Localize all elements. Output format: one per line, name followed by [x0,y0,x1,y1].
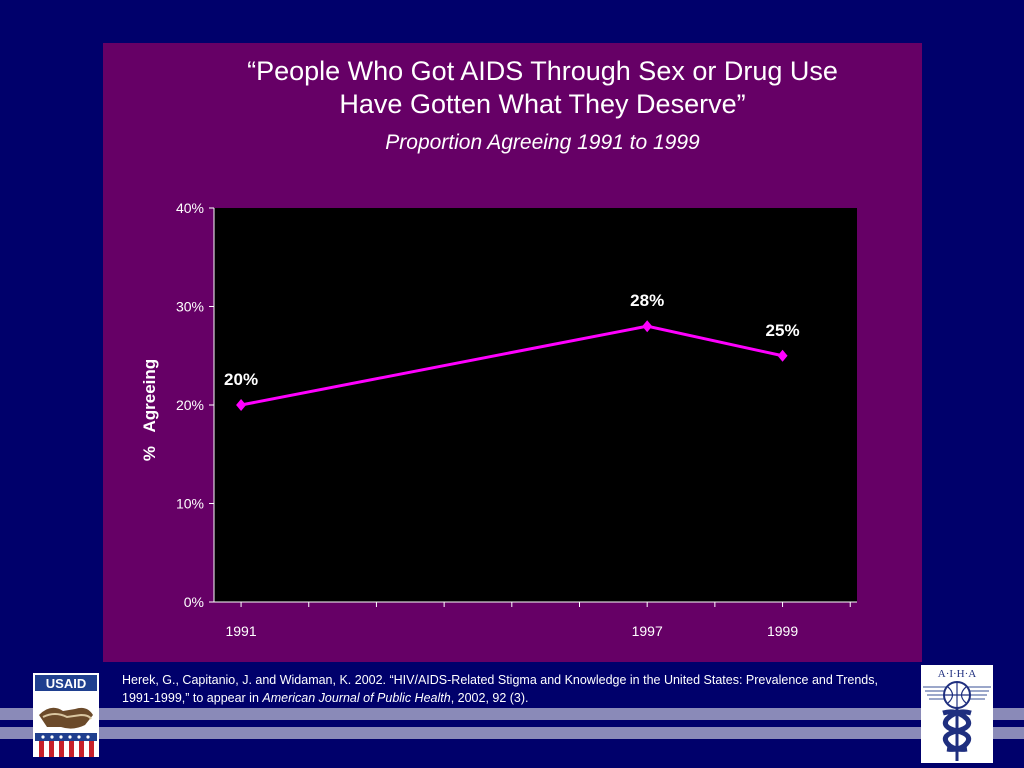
chart-title-line-2: Have Gotten What They Deserve” [339,89,746,119]
data-label: 28% [630,291,664,310]
citation-text: Herek, G., Capitanio, J. and Widaman, K.… [122,673,878,705]
plot-area [214,208,857,602]
y-tick-label: 10% [176,496,204,512]
x-tick-label: 1997 [632,623,663,639]
data-point [642,320,653,333]
y-tick-label: 30% [176,299,204,315]
y-tick-label: 0% [184,594,204,610]
citation-text-end: , 2002, 92 (3). [450,691,529,705]
data-point [777,349,788,362]
footer-band-bottom [0,727,1024,739]
data-label: 25% [766,321,800,340]
footer-band-top [0,708,1024,720]
usaid-handshake-shield-icon: USAID [33,673,99,757]
data-point [236,399,247,411]
y-axis-label: % Agreeing [140,359,159,461]
chart-title-line-1: “People Who Got AIDS Through Sex or Drug… [247,56,838,86]
chart-title: “People Who Got AIDS Through Sex or Drug… [103,55,922,121]
data-label: 20% [224,370,258,389]
y-tick-label: 40% [176,200,204,216]
x-tick-label: 1999 [767,623,798,639]
x-tick-label: 1991 [225,623,256,639]
citation: Herek, G., Capitanio, J. and Widaman, K.… [122,671,912,707]
citation-journal: American Journal of Public Health [262,691,451,705]
y-tick-label: 20% [176,397,204,413]
aiha-logo-text: A·I·H·A [938,668,977,680]
chart-subtitle: Proportion Agreeing 1991 to 1999 [385,131,700,154]
line-chart: 0% 10% 20% 30% 40% 1991 1997 1999 % Agreeing 20% 2… [140,200,857,639]
usaid-logo-text: USAID [46,676,86,691]
aiha-globe-caduceus-icon: A·I·H·A [921,665,993,763]
chart-panel: “People Who Got AIDS Through Sex or Drug… [103,43,922,662]
